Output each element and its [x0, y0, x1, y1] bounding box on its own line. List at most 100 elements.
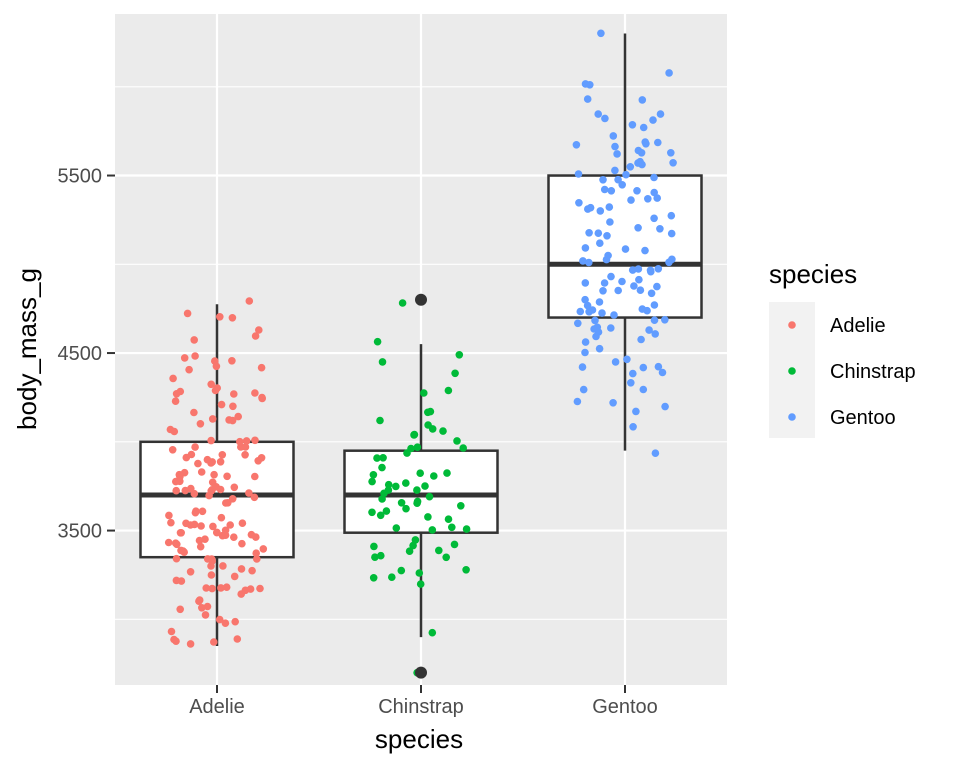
data-point-chinstrap — [455, 351, 464, 359]
data-point-gentoo — [654, 138, 662, 147]
data-point-adelie — [228, 416, 237, 425]
data-point-gentoo — [599, 176, 607, 184]
data-point-gentoo — [668, 255, 676, 264]
data-point-chinstrap — [397, 499, 406, 507]
x-tick-label: Adelie — [189, 696, 245, 718]
data-point-gentoo — [635, 275, 643, 284]
legend-label-gentoo: Gentoo — [830, 407, 896, 429]
data-point-chinstrap — [376, 416, 384, 425]
data-point-gentoo — [575, 199, 583, 207]
data-point-gentoo — [573, 397, 582, 406]
data-point-gentoo — [600, 279, 609, 287]
data-point-chinstrap — [382, 507, 391, 515]
data-point-gentoo — [627, 379, 635, 387]
data-point-gentoo — [586, 81, 594, 89]
data-point-gentoo — [623, 355, 631, 364]
data-point-adelie — [164, 538, 173, 547]
data-point-chinstrap — [448, 523, 456, 532]
data-point-gentoo — [614, 175, 622, 184]
data-point-gentoo — [572, 141, 581, 149]
data-point-chinstrap — [378, 495, 386, 503]
data-point-adelie — [251, 436, 259, 445]
data-point-gentoo — [636, 286, 645, 295]
legend-key-adelie — [788, 321, 796, 329]
data-point-adelie — [190, 408, 198, 417]
data-point-gentoo — [603, 232, 611, 240]
data-point-adelie — [187, 484, 195, 493]
data-point-gentoo — [579, 257, 587, 265]
data-point-chinstrap — [420, 389, 428, 397]
data-point-gentoo — [630, 282, 638, 290]
box-adelie — [139, 440, 295, 559]
data-point-chinstrap — [426, 407, 435, 416]
data-point-adelie — [224, 499, 232, 507]
data-point-gentoo — [654, 362, 663, 371]
data-point-adelie — [176, 477, 184, 486]
data-point-adelie — [251, 389, 259, 397]
data-point-gentoo — [639, 123, 648, 132]
data-point-adelie — [238, 519, 247, 527]
data-point-adelie — [207, 487, 215, 495]
data-point-gentoo — [621, 245, 630, 253]
data-point-gentoo — [641, 246, 649, 255]
data-point-gentoo — [669, 159, 677, 167]
data-point-adelie — [196, 542, 205, 551]
data-point-chinstrap — [451, 369, 459, 378]
data-point-adelie — [230, 390, 238, 398]
data-point-adelie — [203, 555, 212, 563]
data-point-gentoo — [607, 272, 615, 281]
data-point-adelie — [196, 420, 205, 428]
data-point-chinstrap — [411, 536, 420, 544]
data-point-adelie — [203, 455, 212, 464]
data-point-adelie — [231, 617, 239, 626]
data-point-chinstrap — [398, 299, 407, 307]
data-point-adelie — [237, 565, 246, 573]
data-point-chinstrap — [428, 628, 437, 637]
data-point-chinstrap — [371, 553, 379, 561]
data-point-chinstrap — [384, 480, 393, 489]
data-point-gentoo — [594, 229, 603, 237]
box-chinstrap — [343, 449, 499, 534]
data-point-gentoo — [639, 385, 648, 394]
y-tick-label: 5500 — [58, 166, 103, 188]
data-point-adelie — [250, 493, 259, 502]
data-point-gentoo — [629, 369, 637, 378]
data-point-adelie — [218, 451, 227, 459]
data-point-adelie — [208, 415, 217, 423]
data-point-chinstrap — [428, 526, 437, 534]
data-point-gentoo — [627, 196, 635, 204]
data-point-adelie — [207, 571, 216, 579]
data-point-gentoo — [595, 298, 604, 306]
data-point-gentoo — [585, 229, 593, 237]
data-point-adelie — [202, 584, 210, 592]
y-axis-title: body_mass_g — [12, 268, 42, 430]
data-point-gentoo — [596, 239, 604, 247]
data-point-chinstrap — [462, 566, 470, 574]
data-point-adelie — [233, 635, 242, 643]
data-point-chinstrap — [425, 492, 434, 501]
data-point-chinstrap — [378, 358, 387, 366]
data-point-adelie — [234, 412, 242, 421]
data-point-adelie — [165, 511, 173, 520]
data-point-adelie — [215, 615, 224, 624]
data-point-adelie — [211, 386, 220, 395]
data-point-chinstrap — [442, 553, 451, 562]
data-point-chinstrap — [370, 542, 378, 551]
x-tick-label: Chinstrap — [378, 696, 464, 718]
data-point-adelie — [182, 519, 190, 528]
data-point-adelie — [210, 470, 218, 479]
data-point-adelie — [201, 535, 209, 543]
data-point-adelie — [222, 583, 231, 591]
data-point-adelie — [207, 380, 215, 389]
data-point-adelie — [203, 602, 212, 611]
data-point-gentoo — [618, 277, 626, 286]
data-point-adelie — [259, 545, 268, 553]
data-point-gentoo — [581, 295, 589, 304]
data-point-chinstrap — [407, 444, 415, 453]
x-tick-label: Gentoo — [592, 696, 658, 718]
data-point-adelie — [236, 437, 244, 446]
data-point-gentoo — [604, 251, 612, 260]
data-point-gentoo — [595, 344, 604, 353]
data-point-chinstrap — [402, 479, 410, 487]
data-point-chinstrap — [376, 511, 385, 520]
